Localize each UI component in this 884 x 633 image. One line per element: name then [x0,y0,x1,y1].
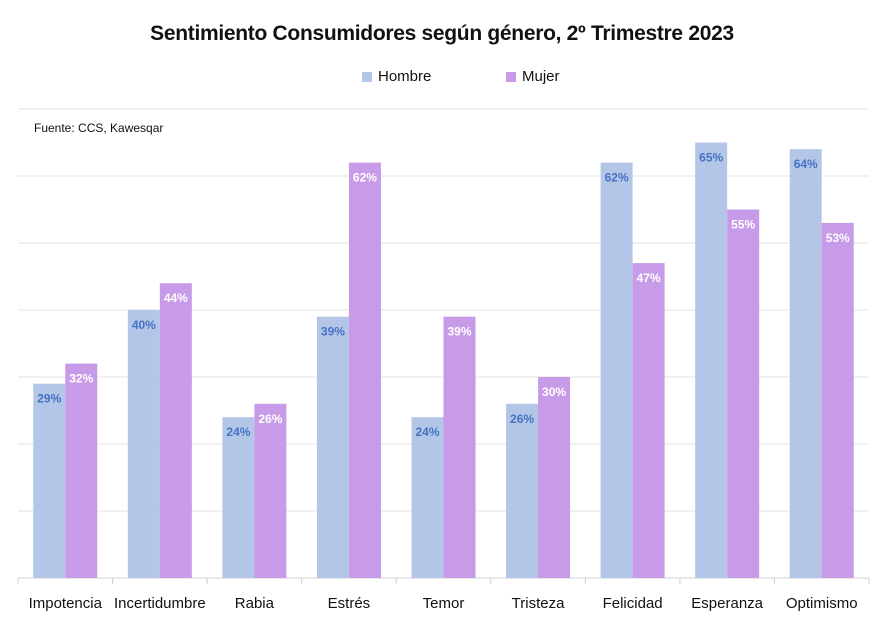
category-label: Rabia [235,595,275,612]
data-label-hombre: 24% [415,425,439,439]
data-label-mujer: 32% [69,372,93,386]
legend-item-hombre: Hombre [362,68,431,85]
bar-hombre [789,149,822,578]
bar-mujer [821,222,854,578]
bar-mujer [159,283,192,578]
data-label-mujer: 26% [258,412,282,426]
bar-mujer [348,162,381,578]
bar-mujer [254,403,287,578]
bar-mujer [443,316,476,578]
legend-label-hombre: Hombre [378,68,432,85]
bar-hombre [695,142,728,578]
category-label: Esperanza [691,595,763,612]
data-label-mujer: 55% [731,218,755,232]
category-label: Estrés [328,595,371,612]
category-label: Tristeza [512,595,565,612]
category-label: Felicidad [603,595,663,612]
bar-hombre [411,417,444,578]
bar-hombre [127,310,160,578]
legend-swatch-mujer [506,71,516,82]
legend-label-mujer: Mujer [522,68,560,85]
bar-mujer [727,209,760,578]
data-label-mujer: 62% [353,171,377,185]
category-label: Incertidumbre [114,595,206,612]
bar-hombre [222,417,255,578]
data-label-mujer: 47% [637,271,661,285]
legend-item-mujer: Mujer [506,68,560,85]
legend: Hombre Mujer [0,68,884,88]
bar-hombre [506,403,539,578]
data-label-hombre: 39% [321,325,345,339]
category-label: Impotencia [29,595,103,612]
bar-mujer [65,363,98,578]
data-label-hombre: 24% [226,425,250,439]
category-label: Optimismo [786,595,858,612]
data-label-hombre: 29% [37,392,61,406]
chart-title: Sentimiento Consumidores según género, 2… [150,22,734,45]
bar-mujer [632,263,665,578]
data-label-hombre: 40% [132,318,156,332]
data-label-mujer: 44% [164,291,188,305]
legend-swatch-hombre [362,71,372,82]
data-label-mujer: 30% [542,385,566,399]
data-label-hombre: 64% [794,157,818,171]
data-label-hombre: 62% [605,171,629,185]
source-note: Fuente: CCS, Kawesqar [34,121,164,135]
data-label-hombre: 65% [699,151,723,165]
data-label-mujer: 39% [447,325,471,339]
bar-hombre [600,162,633,578]
data-label-hombre: 26% [510,412,534,426]
bar-mujer [538,377,571,578]
data-label-mujer: 53% [826,231,850,245]
bar-hombre [33,383,66,578]
bar-hombre [316,316,349,578]
category-label: Temor [423,595,465,612]
